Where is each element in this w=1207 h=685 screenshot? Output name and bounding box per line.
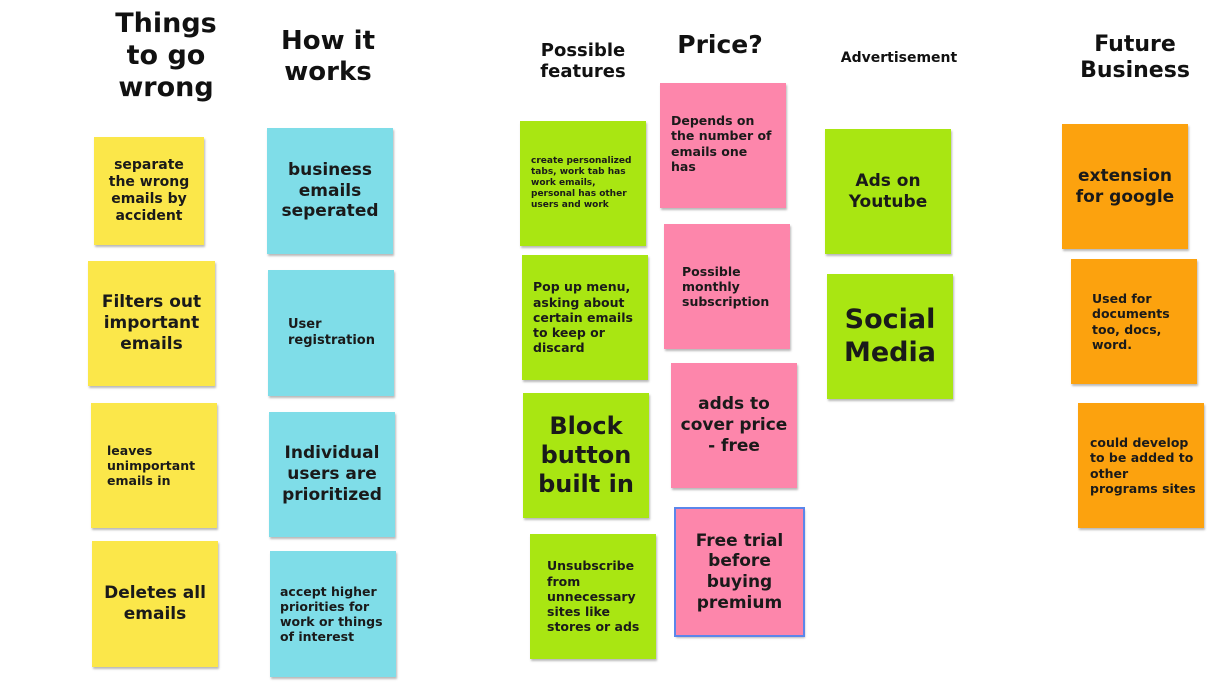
note-text: adds to cover price - free [680, 394, 788, 456]
note-text: Possible monthly subscription [682, 263, 770, 310]
sticky-note-personalized-tabs[interactable]: create personalized tabs, work tab has w… [520, 121, 646, 246]
sticky-note-user-registration[interactable]: User registration [268, 270, 394, 396]
sticky-note-monthly-subscription[interactable]: Possible monthly subscription [664, 224, 790, 349]
sticky-note-adds-cover-price[interactable]: adds to cover price - free [671, 363, 797, 488]
sticky-note-ads-on-youtube[interactable]: Ads on Youtube [825, 129, 951, 254]
sticky-note-could-develop[interactable]: could develop to be added to other progr… [1078, 403, 1204, 528]
note-text: create personalized tabs, work tab has w… [531, 156, 632, 210]
sticky-note-block-button[interactable]: Block button built in [523, 393, 649, 518]
sticky-note-pop-up-menu[interactable]: Pop up menu, asking about certain emails… [522, 255, 648, 380]
note-text: Pop up menu, asking about certain emails… [533, 279, 633, 356]
note-text: Free trial before buying premium [695, 530, 784, 613]
heading-price: Price? [677, 30, 763, 59]
heading-possible-features: Possible features [540, 40, 626, 83]
sticky-note-business-emails-seperated[interactable]: business emails seperated [267, 128, 393, 254]
note-text: could develop to be added to other progr… [1090, 435, 1196, 496]
sticky-note-used-for-documents[interactable]: Used for documents too, docs, word. [1071, 259, 1197, 384]
sticky-note-unsubscribe[interactable]: Unsubscribe from unnecessary sites like … [530, 534, 656, 659]
note-text: Block button built in [538, 411, 634, 499]
heading-future-business: Future Business [1080, 32, 1190, 83]
note-text: leaves unimportant emails in [107, 442, 196, 489]
heading-how-it-works: How it works [280, 26, 376, 87]
heading-advertisement: Advertisement [840, 50, 958, 66]
note-text: Filters out important emails [101, 292, 202, 354]
note-text: separate the wrong emails by accident [108, 156, 190, 225]
sticky-note-extension-for-google[interactable]: extension for google [1062, 124, 1188, 249]
sticky-note-individual-users-prioritized[interactable]: Individual users are prioritized [269, 412, 395, 537]
sticky-note-filters-important-emails[interactable]: Filters out important emails [88, 261, 215, 386]
sticky-note-leaves-unimportant-emails[interactable]: leaves unimportant emails in [91, 403, 217, 528]
heading-things-to-go-wrong: Things to go wrong [115, 8, 217, 103]
sticky-note-social-media[interactable]: Social Media [827, 274, 953, 399]
sticky-note-depends-on-emails[interactable]: Depends on the number of emails one has [660, 83, 786, 208]
note-text: extension for google [1075, 165, 1175, 207]
note-text: User registration [288, 317, 375, 348]
note-text: Depends on the number of emails one has [671, 113, 772, 174]
sticky-note-accept-higher-priorities[interactable]: accept higher priorities for work or thi… [270, 551, 396, 677]
sticky-note-deletes-all-emails[interactable]: Deletes all emails [92, 541, 218, 667]
note-text: accept higher priorities for work or thi… [280, 583, 383, 645]
note-text: business emails seperated [281, 159, 379, 222]
sticky-note-separate-wrong-emails[interactable]: separate the wrong emails by accident [94, 137, 204, 245]
note-text: Individual users are prioritized [282, 443, 382, 505]
note-text: Deletes all emails [104, 583, 206, 624]
sticky-note-free-trial[interactable]: Free trial before buying premium [674, 507, 805, 637]
note-text: Social Media [844, 303, 936, 368]
note-text: Unsubscribe from unnecessary sites like … [547, 558, 640, 635]
note-text: Ads on Youtube [848, 170, 928, 212]
note-text: Used for documents too, docs, word. [1092, 291, 1170, 352]
